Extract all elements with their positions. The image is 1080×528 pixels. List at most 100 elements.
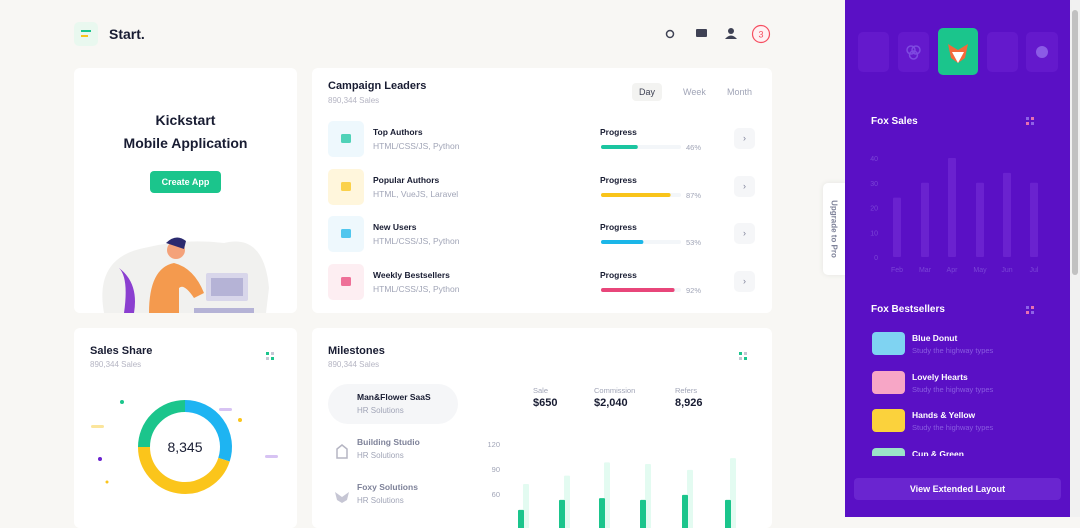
chat-icon[interactable]: [696, 29, 707, 37]
campaign-title: Campaign Leaders: [328, 80, 427, 92]
tile[interactable]: [898, 32, 929, 72]
search-icon[interactable]: [665, 29, 675, 39]
y-tick-label: 120: [487, 440, 500, 449]
y-tick-label: 60: [492, 490, 500, 499]
stat-label: Commission: [594, 386, 636, 395]
bar: [687, 469, 693, 528]
bar: [893, 197, 901, 257]
toolbar-icons: 3: [665, 24, 771, 44]
create-app-button[interactable]: Create App: [150, 171, 221, 193]
row-icon: [328, 169, 364, 205]
row-tags: HTML/CSS/JS, Python: [373, 236, 460, 246]
campaign-subtitle: 890,344 Sales: [328, 96, 380, 105]
project-icon: [334, 488, 350, 504]
notification-count: 3: [758, 30, 763, 40]
stat-label: Refers: [675, 386, 698, 395]
progress-fill: [601, 193, 671, 197]
tile[interactable]: [1026, 32, 1058, 72]
row-arrow[interactable]: ›: [734, 176, 755, 197]
row-name: New Users: [373, 222, 417, 232]
page: Start. 3 Kickstart Mobile Application Cr…: [74, 0, 1078, 528]
progress-value: 53%: [686, 238, 702, 247]
user-icon[interactable]: [728, 28, 734, 34]
kickstart-subtitle: Mobile Application: [123, 135, 248, 151]
project-name: Foxy Solutions: [357, 482, 418, 492]
item-thumb: [872, 409, 905, 433]
tile[interactable]: [987, 32, 1018, 72]
progress-bar: [601, 288, 681, 292]
row-arrow[interactable]: ›: [734, 271, 755, 292]
bar: [682, 494, 688, 528]
tab[interactable]: Week: [683, 87, 706, 97]
project-highlight: [328, 384, 458, 424]
milestones-title: Milestones: [328, 345, 385, 357]
notification-badge[interactable]: [751, 24, 771, 44]
stat-label: Sale: [533, 386, 549, 395]
bar: [730, 458, 736, 528]
row-arrow[interactable]: ›: [734, 128, 755, 149]
tile[interactable]: [858, 32, 889, 72]
project-name: Building Studio: [357, 437, 420, 447]
project-type: HR Solutions: [357, 451, 404, 460]
kickstart-title: Kickstart: [155, 112, 216, 128]
milestones-subtitle: 890,344 Sales: [328, 360, 380, 369]
row-tags: HTML, VueJS, Laravel: [373, 189, 459, 199]
y-tick-label: 90: [492, 465, 500, 474]
progress-bar: [601, 193, 681, 197]
upgrade-tab[interactable]: Upgrade to Pro: [823, 183, 845, 275]
tab[interactable]: Day: [632, 83, 663, 101]
menu-dots[interactable]: [1026, 117, 1036, 127]
item-thumb: [872, 447, 905, 456]
icon-glyph: [341, 134, 351, 143]
icon-glyph: [341, 229, 351, 238]
fox-sales-title: Fox Sales: [871, 116, 918, 127]
bar: [599, 498, 605, 528]
milestones-card: Milestones 890,344 Sales 60 90 120 Man&Flo…: [312, 328, 772, 528]
row-name: Popular Authors: [373, 175, 440, 185]
row-icon: [328, 264, 364, 300]
extended-layout-button[interactable]: View Extended Layout: [854, 478, 1061, 500]
row-name: Top Authors: [373, 127, 423, 137]
upgrade-label: Upgrade to Pro: [829, 200, 839, 258]
bar: [518, 509, 524, 528]
bar: [604, 462, 610, 528]
x-tick-label: Apr: [947, 267, 959, 274]
sidebar: Fox Sales Fox Bestsellers 0 10 20 30 40 Feb Ma…: [845, 0, 1070, 517]
bar: [559, 499, 565, 528]
menu-dots[interactable]: [739, 352, 749, 362]
progress-fill: [601, 240, 644, 244]
fox-sales-chart: 0 10 20 30 40 Feb Mar Apr May Jun Jul: [870, 156, 1039, 274]
bestsellers-list: Blue Donut Study the highway types Lovely …: [845, 326, 1070, 456]
x-tick-label: Jun: [1001, 267, 1012, 274]
bar: [645, 464, 651, 528]
donut-segment: [184, 400, 232, 462]
stat-value: $2,040: [594, 397, 628, 409]
project-type: HR Solutions: [357, 496, 404, 505]
item-thumb: [872, 370, 905, 394]
project-type: HR Solutions: [357, 406, 404, 415]
row-arrow[interactable]: ›: [734, 223, 755, 244]
tab[interactable]: Month: [727, 87, 753, 97]
illustration: [102, 237, 269, 313]
project-name: Man&Flower SaaS: [357, 392, 431, 402]
bar: [948, 158, 956, 257]
brand: Start.: [109, 26, 145, 42]
progress-value: 87%: [686, 191, 702, 200]
item-thumb: [872, 332, 905, 355]
progress-value: 92%: [686, 286, 702, 295]
x-tick-label: Jul: [1030, 267, 1039, 274]
bar: [640, 499, 646, 528]
campaign-card: Campaign Leaders 890,344 Sales Day Week Mo…: [312, 68, 772, 313]
item-desc: Study the highway types: [912, 423, 994, 433]
row-name: Weekly Bestsellers: [373, 270, 450, 280]
donut-segment: [138, 446, 230, 494]
menu-dots[interactable]: [1026, 306, 1036, 316]
logo[interactable]: [74, 22, 98, 46]
stat-value: 8,926: [675, 397, 703, 409]
row-icon: [328, 121, 364, 157]
project-icon: [334, 443, 350, 459]
progress-value: 46%: [686, 143, 702, 152]
tile-active[interactable]: [938, 28, 978, 75]
item-name: Lovely Hearts: [912, 371, 968, 382]
item-desc: Study the highway types: [912, 346, 994, 355]
